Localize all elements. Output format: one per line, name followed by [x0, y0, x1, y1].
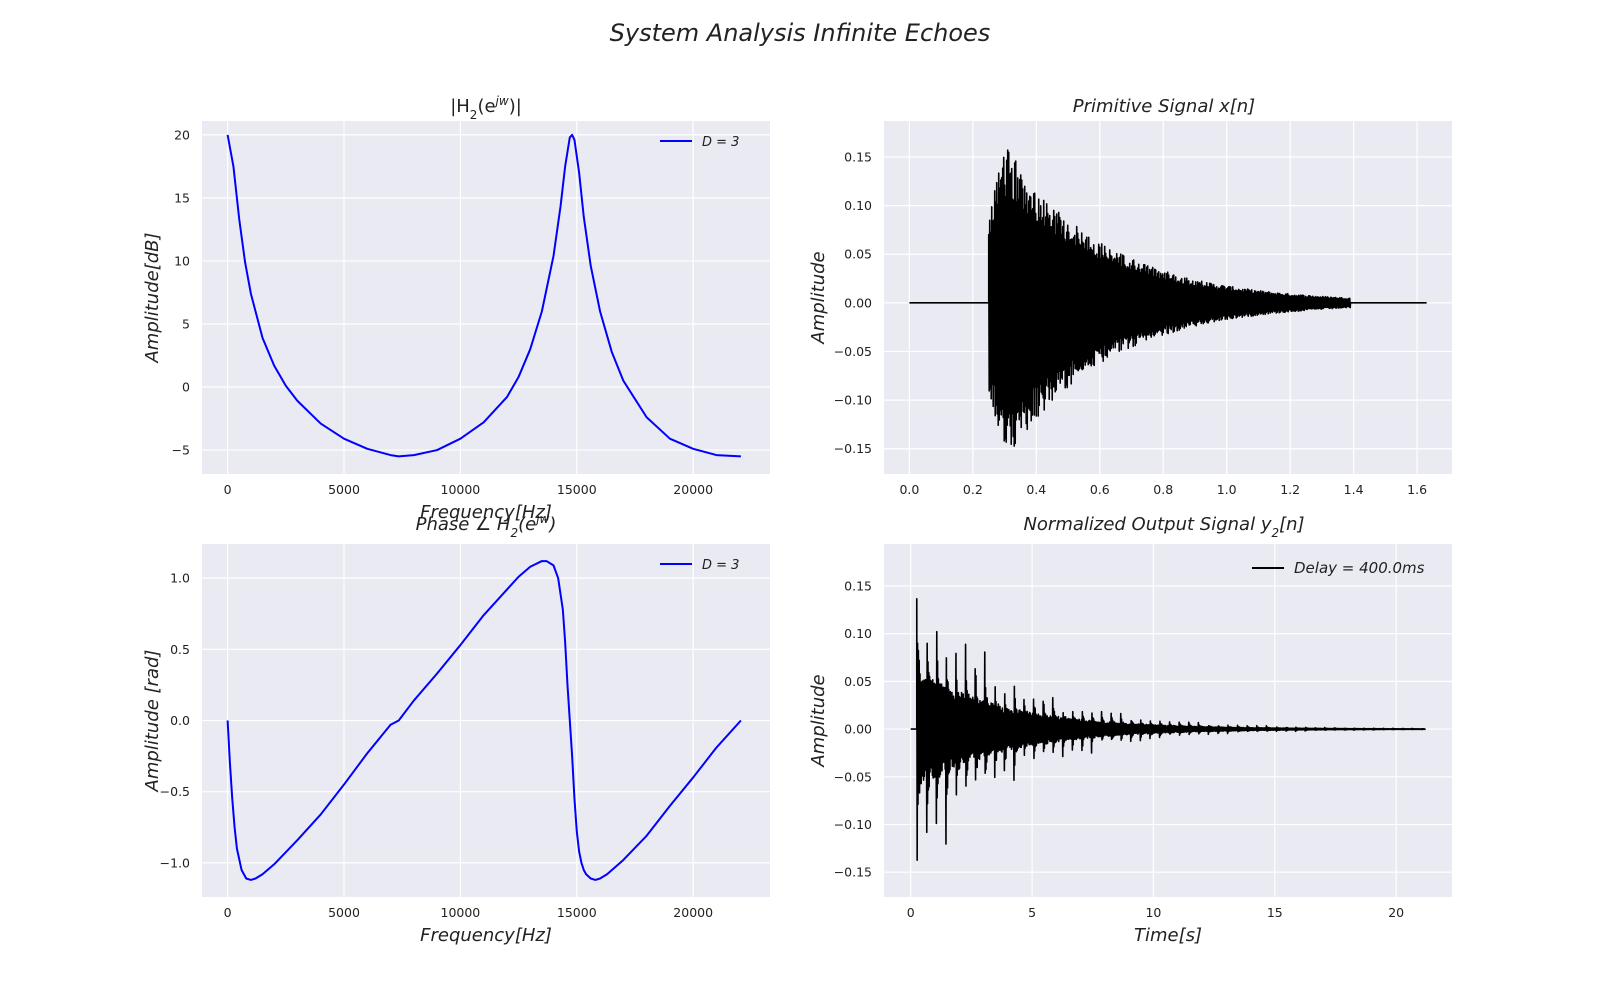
phase-series-line: [226, 560, 742, 881]
primitive-ytick-label: −0.10: [834, 393, 872, 408]
primitive-ytick-label: −0.15: [834, 441, 872, 456]
primitive-ytick-label: −0.05: [834, 344, 872, 359]
phase-xtick-label: 10000: [441, 905, 481, 920]
output-ytick-label: −0.15: [834, 865, 872, 880]
primitive-signal-title: Primitive Signal x[n]: [1073, 96, 1255, 117]
output-ytick-label: −0.10: [834, 817, 872, 832]
phase-ylabel: Amplitude [rad]: [142, 650, 163, 793]
primitive-xtick-label: 1.2: [1280, 482, 1300, 497]
primitive-signal-trace: [909, 149, 1427, 447]
phase-ytick-label: 0.0: [170, 713, 190, 728]
primitive-ytick-label: 0.05: [844, 247, 872, 262]
phase-xlabel: Frequency[Hz]: [420, 925, 552, 946]
magnitude-plot-title: |H2(ejw)|: [450, 94, 522, 122]
primitive-signal-plot: Primitive Signal x[n] 0.0 0.2 0.4 0.6 0.8 1.0…: [808, 96, 1452, 497]
magnitude-ytick-label: −5: [172, 443, 190, 458]
magnitude-xtick-label: 0: [224, 482, 232, 497]
magnitude-ytick-label: 10: [174, 253, 190, 268]
magnitude-xtick-label: 10000: [441, 482, 481, 497]
primitive-xtick-label: 0.0: [899, 482, 919, 497]
primitive-xtick-label: 1.0: [1217, 482, 1237, 497]
output-xtick-label: 5: [1028, 905, 1036, 920]
output-legend-label: Delay = 400.0ms: [1294, 559, 1425, 577]
output-xtick-label: 10: [1145, 905, 1161, 920]
output-xtick-label: 15: [1267, 905, 1283, 920]
output-ytick-label: 0.05: [844, 674, 872, 689]
primitive-ytick-label: 0.15: [844, 149, 872, 164]
primitive-xtick-label: 1.6: [1407, 482, 1427, 497]
phase-xtick-label: 15000: [557, 905, 597, 920]
output-xlabel: Time[s]: [1134, 925, 1202, 946]
magnitude-ytick-label: 5: [182, 316, 190, 331]
output-xtick-label: 20: [1388, 905, 1404, 920]
phase-ytick-label: −1.0: [160, 855, 190, 870]
output-signal-plot: Normalized Output Signal y2[n] 0 5 10 15 20 −…: [808, 514, 1452, 946]
phase-xtick-label: 0: [224, 905, 232, 920]
output-signal-title: Normalized Output Signal y2[n]: [1023, 514, 1304, 540]
output-signal-trace: [910, 597, 1426, 861]
figure-suptitle: System Analysis Infinite Echoes: [610, 19, 991, 47]
magnitude-xlabel: Frequency[Hz]: [420, 502, 552, 523]
output-ytick-label: −0.05: [834, 769, 872, 784]
primitive-xtick-label: 1.4: [1344, 482, 1364, 497]
magnitude-series-line: [226, 133, 741, 458]
magnitude-ytick-label: 0: [182, 380, 190, 395]
phase-plot-title: Phase ∠ H2(ejw): [416, 512, 557, 540]
phase-ytick-label: 1.0: [170, 571, 190, 586]
magnitude-ytick-label: 20: [174, 127, 190, 142]
magnitude-ytick-label: 15: [174, 190, 190, 205]
primitive-ytick-label: 0.10: [844, 198, 872, 213]
output-ytick-label: 0.10: [844, 626, 872, 641]
magnitude-plot: |H2(ejw)| 0 5000 10000 15000 20000 −5 0 5 10 15 20…: [142, 94, 770, 523]
primitive-ylabel: Amplitude: [808, 251, 829, 344]
phase-plot: Phase ∠ H2(ejw) 0 5000 10000 15000 20000 −1.0…: [142, 512, 770, 946]
output-xtick-label: 0: [907, 905, 915, 920]
phase-ytick-label: −0.5: [160, 784, 190, 799]
magnitude-ylabel: Amplitude[dB]: [142, 232, 163, 363]
primitive-xtick-label: 0.8: [1153, 482, 1173, 497]
magnitude-legend-label: D = 3: [702, 135, 739, 150]
magnitude-xtick-label: 20000: [673, 482, 713, 497]
primitive-xtick-label: 0.4: [1026, 482, 1046, 497]
phase-legend-label: D = 3: [702, 558, 739, 573]
primitive-xtick-label: 0.2: [963, 482, 983, 497]
primitive-xtick-label: 0.6: [1090, 482, 1110, 497]
output-ytick-label: 0.00: [844, 722, 872, 737]
phase-ytick-label: 0.5: [170, 642, 190, 657]
output-ylabel: Amplitude: [808, 674, 829, 767]
phase-xtick-label: 20000: [673, 905, 713, 920]
magnitude-xtick-label: 5000: [328, 482, 360, 497]
phase-xtick-label: 5000: [328, 905, 360, 920]
magnitude-xtick-label: 15000: [557, 482, 597, 497]
magnitude-axes-background: [202, 121, 770, 474]
primitive-ytick-label: 0.00: [844, 295, 872, 310]
output-ytick-label: 0.15: [844, 578, 872, 593]
